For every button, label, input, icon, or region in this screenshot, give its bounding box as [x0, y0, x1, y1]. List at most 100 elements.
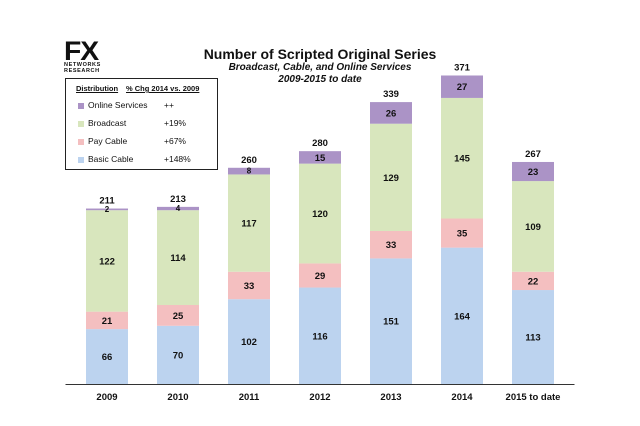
data-label: 113	[525, 333, 540, 344]
legend-item-online-services: Online Services ++	[66, 100, 217, 114]
bar-segment-broadcast	[512, 181, 554, 272]
total-label: 213	[170, 194, 186, 205]
data-label: 23	[528, 167, 539, 178]
legend-swatch-broadcast	[78, 121, 84, 127]
total-label: 339	[383, 89, 399, 100]
data-label: 129	[383, 173, 399, 184]
data-label: 26	[386, 108, 397, 119]
x-axis-ticks: 2009 2010 2011 2012 2013 2014 2015 to date	[96, 392, 560, 403]
bar-segment-broadcast	[86, 210, 128, 312]
bar-segment-online-services	[441, 75, 483, 98]
data-label: 117	[241, 219, 256, 230]
bar-segment-pay-cable	[299, 263, 341, 288]
legend-change: +19%	[164, 118, 186, 128]
bar-segment-broadcast	[228, 174, 270, 272]
data-label: 27	[457, 82, 468, 93]
data-label: 33	[244, 281, 255, 292]
total-label: 371	[454, 62, 471, 73]
bars-group	[86, 75, 554, 384]
bar-segment-broadcast	[299, 163, 341, 264]
legend-change: ++	[164, 100, 174, 110]
data-label: 70	[173, 350, 184, 361]
x-tick-label: 2015 to date	[506, 392, 561, 403]
legend-box: Distribution % Chg 2014 vs. 2009 Online …	[65, 78, 218, 170]
bar-segment-basic-cable	[441, 247, 483, 384]
legend-name: Basic Cable	[88, 154, 134, 164]
x-tick-label: 2010	[167, 392, 188, 403]
data-label: 22	[528, 276, 539, 287]
legend-item-basic-cable: Basic Cable +148%	[66, 154, 217, 168]
data-label: 164	[454, 311, 471, 322]
bar-segment-pay-cable	[512, 271, 554, 291]
x-tick-label: 2013	[380, 392, 401, 403]
bar-segment-basic-cable	[228, 299, 270, 384]
chart-title: Number of Scripted Original Series	[203, 46, 437, 62]
legend-swatch-pay-cable	[78, 139, 84, 145]
bar-segment-broadcast	[441, 97, 483, 219]
legend-change: +67%	[164, 136, 186, 146]
x-tick-label: 2014	[451, 392, 473, 403]
bar-segment-pay-cable	[441, 218, 483, 248]
logo-line2: RESEARCH	[64, 68, 100, 74]
bar-segment-online-services	[157, 206, 199, 211]
legend-name: Online Services	[88, 100, 148, 110]
total-label: 211	[99, 196, 115, 207]
data-label: 66	[102, 352, 113, 363]
x-tick-label: 2011	[239, 392, 260, 403]
data-label: 151	[383, 317, 400, 328]
data-label: 21	[102, 316, 113, 327]
legend-item-broadcast: Broadcast +19%	[66, 118, 217, 132]
data-label: 15	[315, 153, 326, 164]
data-label: 145	[454, 154, 471, 165]
data-label: 120	[312, 209, 328, 220]
legend-col-distribution: Distribution	[76, 84, 119, 93]
data-label: 35	[457, 229, 468, 240]
bar-segment-broadcast	[370, 123, 412, 231]
data-label: 25	[173, 311, 184, 322]
data-label: 122	[99, 256, 115, 267]
fx-logo: FX NETWORKS RESEARCH	[64, 36, 110, 75]
bar-segment-basic-cable	[370, 258, 412, 384]
legend-col-change: % Chg 2014 vs. 2009	[126, 84, 200, 93]
data-label: 114	[170, 253, 186, 264]
data-label: 4	[176, 204, 181, 213]
bar-segment-online-services	[299, 151, 341, 164]
x-tick-label: 2012	[309, 392, 330, 403]
legend-change: +148%	[164, 154, 191, 164]
data-label: 116	[312, 331, 327, 342]
bar-segment-basic-cable	[157, 325, 199, 384]
data-label: 29	[315, 271, 326, 282]
legend-swatch-basic-cable	[78, 157, 84, 163]
subtitle-line2: 2009-2015 to date	[278, 74, 362, 85]
data-label: 33	[386, 240, 397, 251]
logo-line1: NETWORKS	[64, 62, 101, 68]
legend-item-pay-cable: Pay Cable +67%	[66, 136, 217, 150]
data-label: 8	[247, 167, 252, 176]
bar-segment-online-services	[512, 161, 554, 182]
bar-segment-pay-cable	[228, 271, 270, 300]
bar-segment-broadcast	[157, 210, 199, 305]
bar-segment-basic-cable	[86, 329, 128, 384]
bar-segment-basic-cable	[512, 290, 554, 384]
legend-name: Broadcast	[88, 118, 127, 128]
data-label: 2	[105, 205, 110, 214]
x-tick-label: 2009	[96, 392, 117, 403]
bar-segment-online-services	[370, 102, 412, 124]
legend-swatch-online-services	[78, 103, 84, 109]
bar-segment-pay-cable	[86, 311, 128, 330]
chart-subtitle: Broadcast, Cable, and Online Services 20…	[150, 62, 490, 86]
bar-segment-pay-cable	[370, 230, 412, 259]
logo-main: FX	[64, 36, 99, 66]
bar-segment-basic-cable	[299, 287, 341, 384]
data-label: 102	[241, 337, 257, 348]
total-label: 260	[241, 155, 257, 166]
data-label: 109	[525, 222, 541, 233]
subtitle-line1: Broadcast, Cable, and Online Services	[228, 62, 412, 73]
bar-segment-pay-cable	[157, 305, 199, 326]
total-label: 267	[525, 149, 541, 160]
total-label: 280	[312, 138, 328, 149]
bar-segment-online-services	[228, 167, 270, 175]
legend-name: Pay Cable	[88, 136, 128, 146]
